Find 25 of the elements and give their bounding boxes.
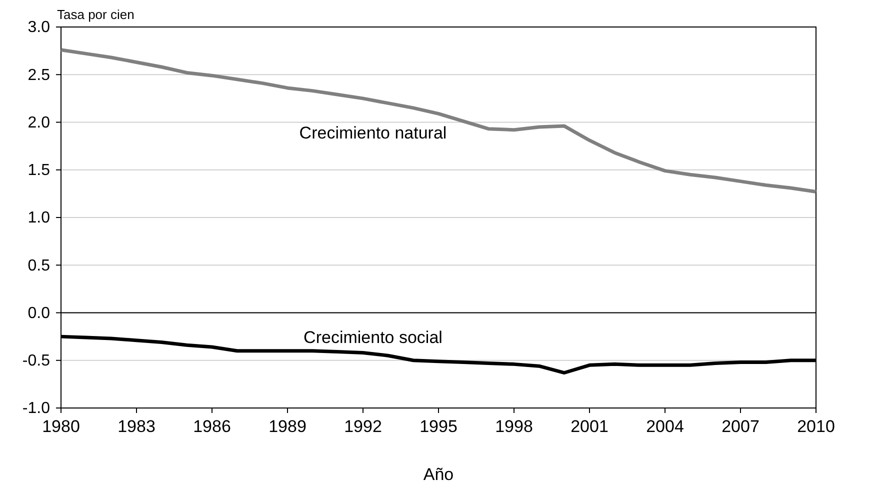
x-tick-label: 1986 [193, 417, 231, 436]
y-tick-label: 0.0 [28, 304, 50, 322]
y-tick-label: 3.0 [28, 19, 50, 36]
x-tick-label: 1992 [344, 417, 382, 436]
y-tick-label: 0.5 [28, 257, 50, 274]
x-tick-label: 2001 [570, 417, 608, 436]
x-tick-label: 1998 [495, 417, 533, 436]
y-axis-title: Tasa por cien [57, 7, 134, 22]
x-tick-label: 1983 [118, 417, 156, 436]
y-tick-label: 2.0 [28, 114, 50, 132]
x-tick-label: 2004 [646, 417, 684, 436]
y-tick-label: -1.0 [22, 400, 50, 418]
series-label: Crecimiento natural [299, 123, 447, 142]
x-axis-title: Año [423, 465, 454, 484]
x-tick-label: 2007 [722, 417, 760, 436]
y-tick-label: -0.5 [22, 352, 50, 370]
y-tick-label: 1.0 [28, 210, 50, 227]
y-tick-label: 1.5 [28, 162, 50, 179]
x-tick-label: 1989 [268, 417, 306, 436]
x-tick-label: 2010 [797, 417, 835, 436]
y-tick-label: 2.5 [28, 66, 50, 84]
line-series [59, 48, 818, 194]
x-tick-label: 1995 [420, 417, 458, 436]
x-tick-label: 1980 [42, 417, 80, 436]
series-label: Crecimiento social [304, 328, 442, 347]
